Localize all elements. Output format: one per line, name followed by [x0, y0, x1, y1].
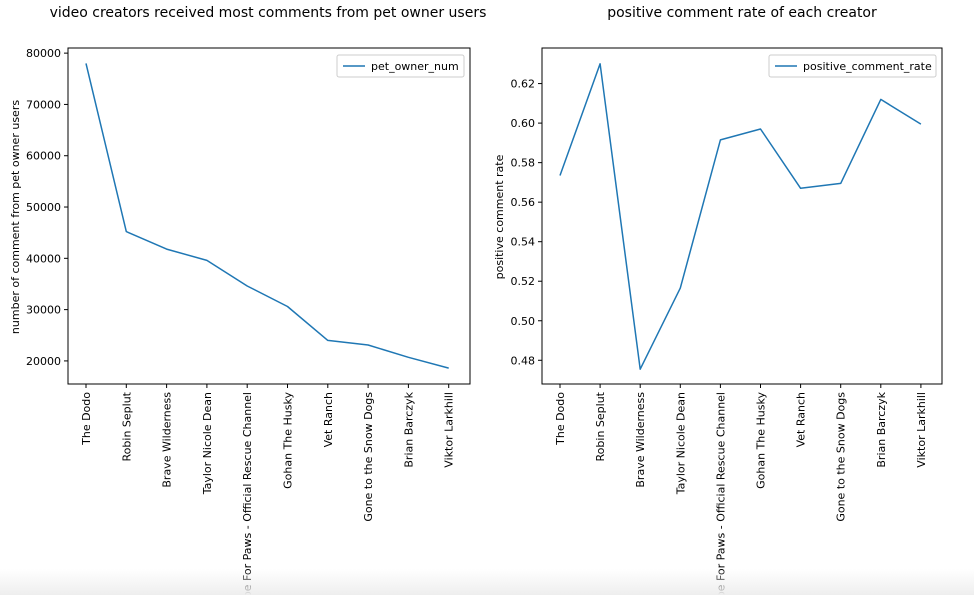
- x-tick-label: Brave Wilderness: [634, 392, 647, 488]
- y-tick-label: 70000: [26, 98, 61, 111]
- y-ticks: 20000 30000 40000 50000 60000 70000 80000: [26, 47, 68, 368]
- x-tick-label: Gohan The Husky: [282, 392, 295, 489]
- y-axis-label: number of comment from pet owner users: [9, 100, 22, 334]
- y-tick-label: 40000: [26, 252, 61, 265]
- legend-box: [768, 54, 937, 78]
- series-line: [559, 63, 922, 370]
- chart-title: video creators received most comments fr…: [50, 5, 487, 21]
- x-ticks: The Dodo Robin Seplut Brave Wilderness Tayl…: [554, 384, 928, 595]
- y-tick-label: 30000: [26, 304, 61, 317]
- y-tick-label: 0.54: [511, 236, 536, 249]
- chart-title: positive comment rate of each creator: [607, 5, 877, 21]
- pet-owner-chart: video creators received most comments fr…: [9, 5, 486, 595]
- legend: positive_comment_rate: [768, 54, 937, 78]
- x-tick-label: Brian Barczyk: [402, 391, 415, 467]
- x-tick-label: Viktor Larkhill: [915, 392, 928, 468]
- x-tick-label: Hope For Paws - Official Rescue Channel: [241, 392, 254, 595]
- bottom-fade: [0, 569, 974, 595]
- x-tick-label: Brian Barczyk: [875, 391, 888, 467]
- legend-box: [336, 54, 465, 78]
- series-line: [85, 63, 449, 369]
- y-tick-label: 60000: [26, 150, 61, 163]
- series-lines: [85, 63, 449, 369]
- y-tick-label: 80000: [26, 47, 61, 60]
- x-tick-label: Gone to the Snow Dogs: [835, 392, 848, 522]
- y-ticks: 0.48 0.50 0.52 0.54 0.56 0.58 0.60 0.62: [511, 78, 542, 367]
- legend: pet_owner_num: [336, 54, 465, 78]
- y-tick-label: 0.60: [511, 117, 536, 130]
- y-tick-label: 0.52: [511, 275, 536, 288]
- positive-rate-chart: positive comment rate of each creator po…: [493, 5, 943, 595]
- y-axis-label: positive comment rate: [493, 154, 506, 279]
- y-tick-label: 20000: [26, 355, 61, 368]
- y-tick-label: 0.48: [511, 354, 536, 367]
- y-tick-label: 50000: [26, 201, 61, 214]
- plot-frame: [67, 47, 471, 385]
- x-tick-label: The Dodo: [554, 392, 567, 446]
- series-lines: [559, 63, 922, 370]
- x-tick-label: Vet Ranch: [322, 392, 335, 447]
- y-tick-label: 0.62: [511, 78, 536, 91]
- y-tick-label: 0.50: [511, 315, 536, 328]
- x-tick-label: Taylor Nicole Dean: [201, 392, 214, 495]
- x-tick-label: Robin Seplut: [120, 391, 133, 461]
- plot-frame: [541, 47, 943, 385]
- y-tick-label: 0.56: [511, 196, 536, 209]
- legend-label: pet_owner_num: [371, 60, 459, 73]
- x-tick-label: Hope For Paws - Official Rescue Channel: [714, 392, 727, 595]
- y-tick-label: 0.58: [511, 157, 536, 170]
- x-tick-label: The Dodo: [80, 392, 93, 446]
- x-tick-label: Robin Seplut: [594, 391, 607, 461]
- x-tick-label: Taylor Nicole Dean: [674, 392, 687, 495]
- x-tick-label: Viktor Larkhill: [443, 392, 456, 468]
- x-tick-label: Gohan The Husky: [755, 392, 768, 489]
- x-tick-label: Gone to the Snow Dogs: [362, 392, 375, 522]
- legend-label: positive_comment_rate: [803, 60, 932, 73]
- x-tick-label: Vet Ranch: [795, 392, 808, 447]
- x-ticks: The Dodo Robin Seplut Brave Wilderness Tayl…: [80, 384, 456, 595]
- x-tick-label: Brave Wilderness: [161, 392, 174, 488]
